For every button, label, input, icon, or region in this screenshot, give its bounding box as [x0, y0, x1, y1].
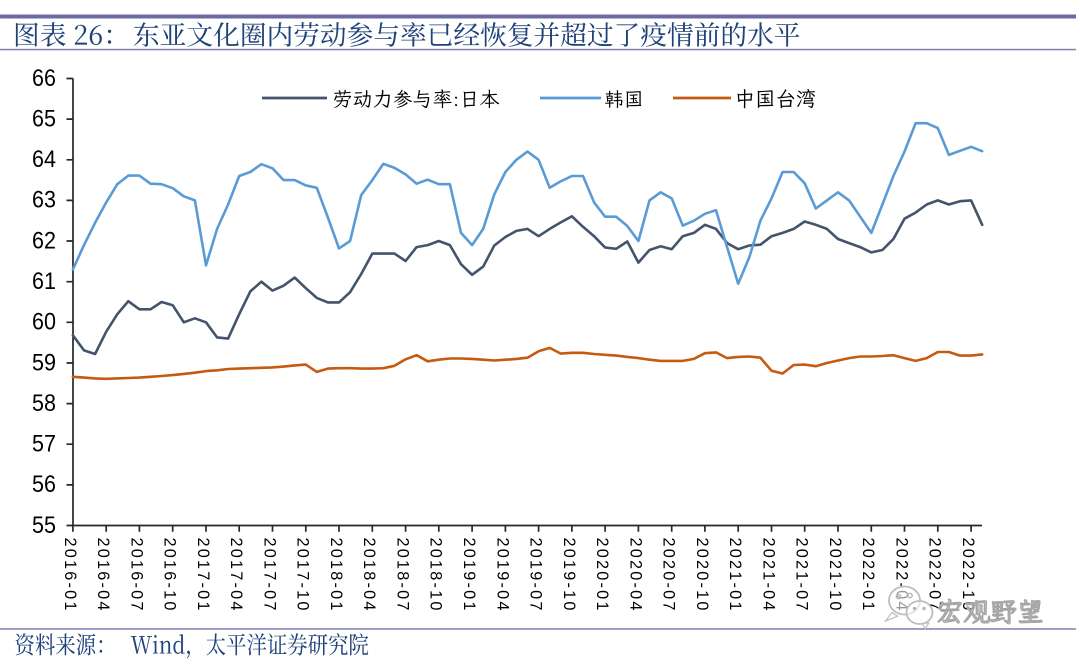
svg-text:2019-04: 2019-04 [493, 538, 511, 613]
svg-text:60: 60 [32, 307, 56, 335]
svg-text:59: 59 [32, 348, 56, 376]
svg-text:2018-04: 2018-04 [360, 538, 378, 613]
svg-text:2021-01: 2021-01 [726, 538, 744, 613]
svg-text:62: 62 [32, 226, 56, 254]
svg-text:2016-01: 2016-01 [61, 538, 79, 613]
svg-text:55: 55 [32, 511, 56, 539]
svg-text:2020-07: 2020-07 [660, 538, 678, 613]
svg-text:2017-10: 2017-10 [294, 538, 312, 613]
svg-text:57: 57 [32, 429, 56, 457]
svg-text:2018-10: 2018-10 [427, 538, 445, 613]
svg-text:2020-10: 2020-10 [693, 538, 711, 613]
svg-text:65: 65 [32, 104, 56, 132]
svg-text:58: 58 [32, 389, 56, 417]
svg-text:66: 66 [32, 64, 56, 92]
svg-text:2019-07: 2019-07 [527, 538, 545, 613]
svg-text:2020-01: 2020-01 [593, 538, 611, 613]
svg-text:2019-01: 2019-01 [460, 538, 478, 613]
svg-text:2016-04: 2016-04 [94, 538, 112, 613]
svg-text:2022-10: 2022-10 [959, 538, 977, 613]
svg-text:2022-07: 2022-07 [926, 538, 944, 613]
svg-text:56: 56 [32, 470, 56, 498]
svg-text:2017-07: 2017-07 [260, 538, 278, 613]
svg-text:2021-04: 2021-04 [759, 538, 777, 613]
svg-text:2016-10: 2016-10 [161, 538, 179, 613]
svg-text:61: 61 [32, 267, 56, 295]
svg-text:63: 63 [32, 185, 56, 213]
svg-text:2022-01: 2022-01 [859, 538, 877, 613]
svg-text:64: 64 [32, 145, 56, 173]
svg-text:2016-07: 2016-07 [127, 538, 145, 613]
svg-text:2021-10: 2021-10 [826, 538, 844, 613]
svg-text:2020-04: 2020-04 [626, 538, 644, 613]
svg-text:2019-10: 2019-10 [560, 538, 578, 613]
svg-text:2017-04: 2017-04 [227, 538, 245, 613]
svg-text:2018-07: 2018-07 [394, 538, 412, 613]
svg-text:2017-01: 2017-01 [194, 538, 212, 613]
svg-text:2018-01: 2018-01 [327, 538, 345, 613]
svg-text:2021-07: 2021-07 [793, 538, 811, 613]
